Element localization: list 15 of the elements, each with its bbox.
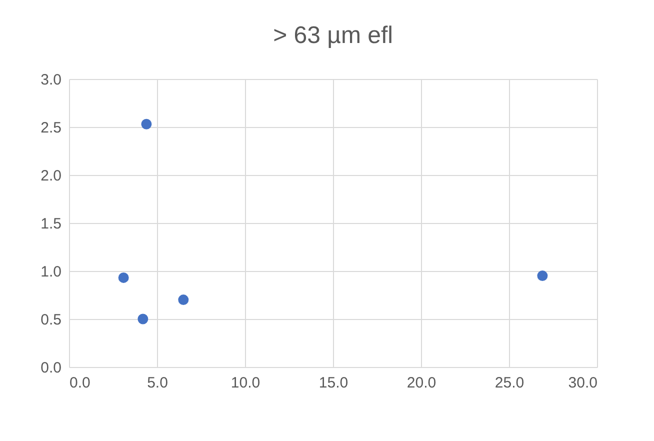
chart-title: > 63 µm efl bbox=[273, 22, 393, 49]
x-tick-label: 30.0 bbox=[568, 374, 598, 392]
x-tick-label: 20.0 bbox=[406, 374, 436, 392]
y-tick-label: 0.0 bbox=[40, 360, 62, 376]
x-tick-label: 5.0 bbox=[147, 374, 168, 392]
y-tick-label: 1.5 bbox=[40, 216, 62, 232]
y-tick-label: 2.5 bbox=[40, 120, 62, 136]
x-tick-label: 25.0 bbox=[494, 374, 524, 392]
x-tick-label: 10.0 bbox=[230, 374, 260, 392]
y-tick-label: 3.0 bbox=[40, 72, 62, 88]
x-tick-label: 15.0 bbox=[318, 374, 348, 392]
x-tick-label: 0.0 bbox=[70, 374, 90, 392]
y-tick-label: 0.5 bbox=[40, 312, 62, 328]
y-tick-label: 1.0 bbox=[40, 264, 62, 280]
y-tick-label: 2.0 bbox=[40, 168, 62, 184]
